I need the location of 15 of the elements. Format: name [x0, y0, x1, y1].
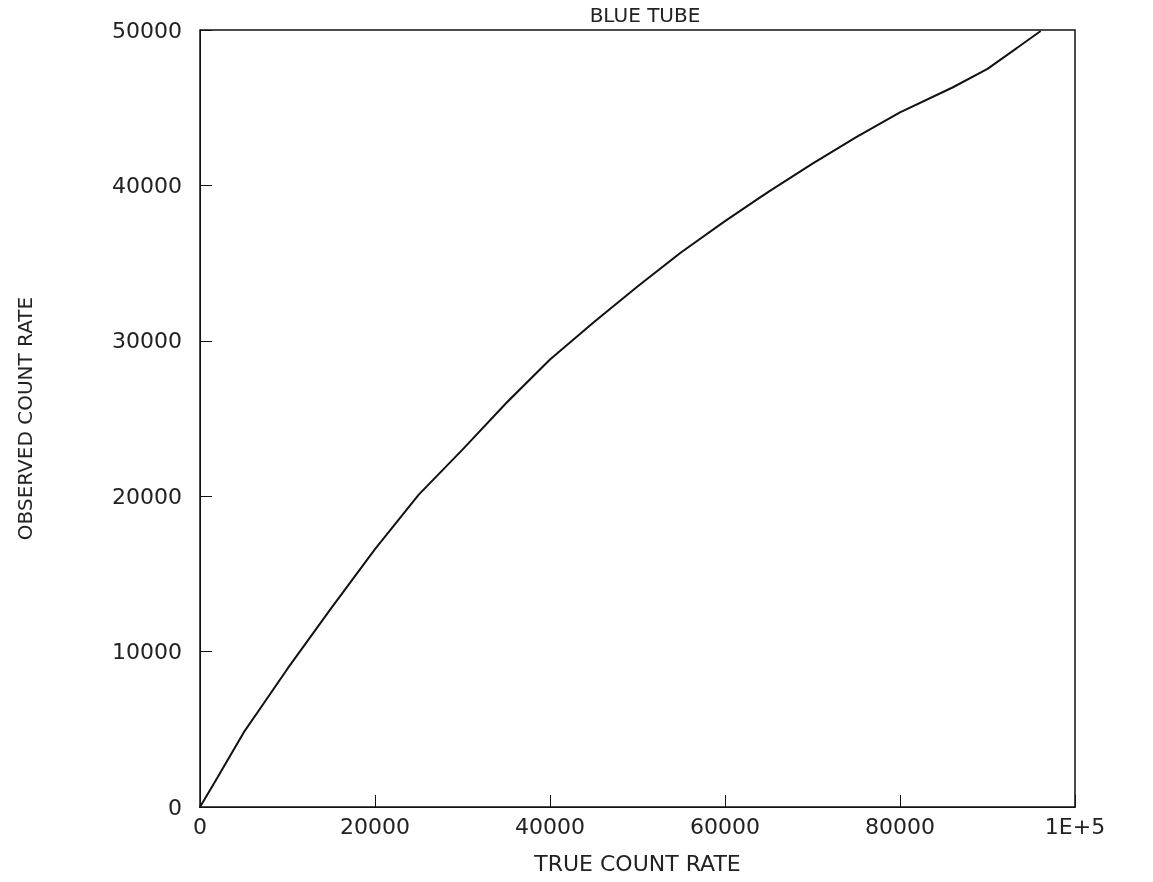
x-tick-label: 0 — [193, 813, 207, 839]
y-tick-label: 10000 — [112, 639, 182, 665]
chart-title: BLUE TUBE — [589, 3, 701, 27]
y-tick-label: 30000 — [112, 328, 182, 354]
x-axis-title: TRUE COUNT RATE — [533, 850, 741, 876]
x-tick-label: 1E+5 — [1044, 813, 1106, 839]
y-tick-label: 40000 — [112, 172, 182, 198]
y-axis-title: OBSERVED COUNT RATE — [13, 296, 37, 541]
x-tick-label: 20000 — [340, 813, 410, 839]
x-tick-label: 80000 — [865, 813, 935, 839]
y-tick-label: 0 — [168, 794, 182, 820]
y-tick-label: 50000 — [112, 17, 182, 43]
y-tick-label: 20000 — [112, 483, 182, 509]
x-tick-label: 60000 — [690, 813, 760, 839]
x-tick-label: 40000 — [515, 813, 585, 839]
